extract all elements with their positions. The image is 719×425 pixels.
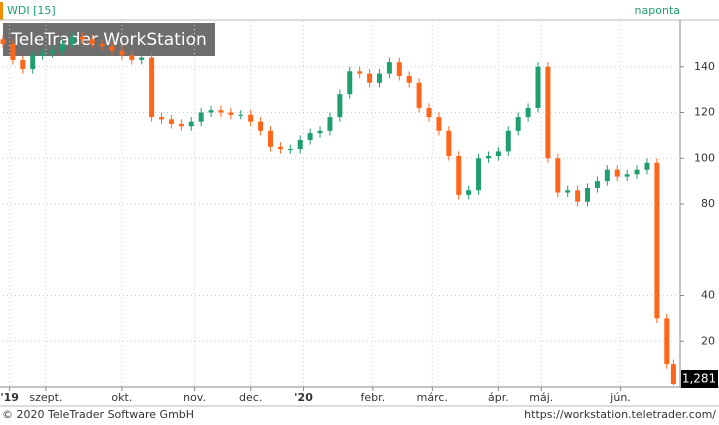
x-tick-label: okt. bbox=[111, 391, 132, 404]
candle-body bbox=[129, 55, 135, 60]
x-tick-label: jún. bbox=[609, 391, 631, 404]
candle-body bbox=[59, 43, 65, 51]
candle-body bbox=[69, 37, 75, 44]
candle-body bbox=[664, 318, 670, 365]
candle-body bbox=[79, 37, 85, 40]
candle-body bbox=[644, 162, 650, 170]
candle-body bbox=[267, 130, 273, 147]
candle-body bbox=[99, 43, 105, 47]
candle-body bbox=[238, 114, 244, 116]
candle-body bbox=[436, 117, 442, 131]
watermark: TeleTrader WorkStation bbox=[10, 30, 207, 50]
y-tick-label: 100 bbox=[694, 151, 715, 164]
candle-body bbox=[367, 73, 373, 83]
candle-body bbox=[30, 55, 36, 70]
candle-body bbox=[0, 39, 6, 44]
candle-body bbox=[40, 53, 46, 56]
candle-body bbox=[525, 107, 531, 118]
candle-body bbox=[446, 130, 452, 156]
y-tick-label: 120 bbox=[694, 106, 715, 119]
candle-body bbox=[535, 66, 541, 108]
candle-body bbox=[218, 110, 224, 113]
y-tick-label: 80 bbox=[701, 197, 715, 210]
candle-body bbox=[297, 139, 303, 150]
candle-body bbox=[258, 121, 264, 131]
candle-body bbox=[20, 59, 26, 70]
x-tick-label: dec. bbox=[239, 391, 262, 404]
x-tick-label: máj. bbox=[529, 391, 553, 404]
candle-body bbox=[317, 130, 323, 134]
candle-body bbox=[575, 190, 581, 202]
candle-body bbox=[594, 181, 600, 188]
url: https://workstation.teletrader.com/ bbox=[524, 408, 716, 421]
candle-body bbox=[466, 190, 472, 195]
period-label: naponta bbox=[635, 4, 680, 17]
x-tick-label: '20 bbox=[294, 391, 313, 404]
candle-body bbox=[456, 155, 462, 195]
candle-body bbox=[188, 121, 194, 127]
candle-body bbox=[585, 187, 591, 202]
candle-body bbox=[159, 117, 165, 120]
last-value-label: 1,281 bbox=[682, 372, 716, 386]
y-tick-label: 40 bbox=[701, 289, 715, 302]
candle-body bbox=[109, 46, 115, 51]
candle-body bbox=[565, 190, 571, 193]
candle-body bbox=[485, 155, 491, 159]
candle-body bbox=[307, 133, 313, 140]
copyright: © 2020 TeleTrader Software GmbH bbox=[2, 408, 194, 421]
candle-body bbox=[555, 158, 561, 193]
candle-body bbox=[248, 114, 254, 122]
y-tick-label: 20 bbox=[701, 334, 715, 347]
candle-body bbox=[545, 66, 551, 159]
candle-body bbox=[670, 364, 676, 385]
x-tick-label: márc. bbox=[417, 391, 448, 404]
candle-body bbox=[347, 71, 353, 95]
candle-body bbox=[604, 169, 610, 182]
x-tick-label: szept. bbox=[29, 391, 62, 404]
candle-body bbox=[178, 123, 184, 127]
candle-body bbox=[228, 112, 234, 115]
x-tick-label: febr. bbox=[361, 391, 386, 404]
candle-body bbox=[168, 119, 174, 124]
candle-body bbox=[89, 39, 95, 44]
candle-body bbox=[208, 110, 214, 113]
candle-body bbox=[505, 130, 511, 152]
candle-body bbox=[327, 117, 333, 131]
x-tick-label: nov. bbox=[183, 391, 206, 404]
candle-body bbox=[476, 158, 482, 191]
series-marker bbox=[0, 2, 3, 20]
candle-body bbox=[386, 62, 392, 74]
candle-body bbox=[10, 43, 16, 60]
candle-body bbox=[416, 82, 422, 108]
candle-body bbox=[277, 146, 283, 150]
y-tick-label: 140 bbox=[694, 60, 715, 73]
x-tick-label: '19 bbox=[0, 391, 19, 404]
x-tick-label: ápr. bbox=[488, 391, 509, 404]
candle-body bbox=[357, 71, 363, 74]
candle-body bbox=[614, 169, 620, 177]
candle-body bbox=[396, 62, 402, 76]
candle-body bbox=[139, 57, 145, 60]
candle-body bbox=[337, 94, 343, 118]
candle-body bbox=[149, 57, 155, 118]
candle-body bbox=[634, 169, 640, 175]
candle-body bbox=[50, 50, 56, 54]
last-value-box bbox=[681, 370, 718, 388]
candle-body bbox=[515, 117, 521, 131]
candle-body bbox=[495, 151, 501, 156]
candle-body bbox=[119, 50, 125, 56]
candle-body bbox=[406, 75, 412, 83]
candle-body bbox=[624, 174, 630, 177]
candle-body bbox=[654, 162, 660, 319]
watermark-box bbox=[3, 23, 215, 56]
candle-body bbox=[426, 107, 432, 118]
candle-body bbox=[198, 112, 204, 122]
chart-title: WDI [15] bbox=[7, 4, 56, 17]
candle-body bbox=[287, 149, 293, 151]
candle-body bbox=[376, 73, 382, 83]
